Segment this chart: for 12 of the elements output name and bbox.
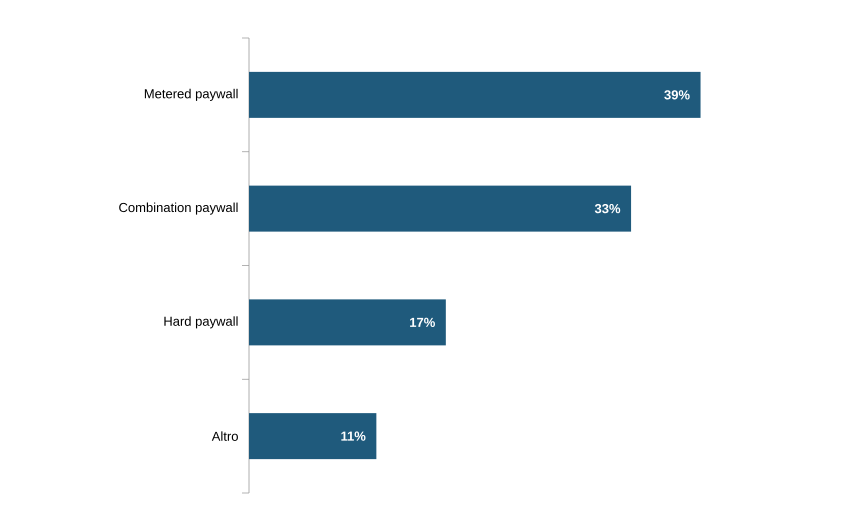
y-tick-label: Hard paywall (164, 316, 238, 328)
y-tick-label: Altro (212, 431, 238, 441)
data-label: 17% (410, 318, 435, 327)
bar (249, 413, 376, 460)
data-label: 33% (594, 204, 620, 214)
data-label: 11% (341, 432, 366, 441)
data-label: 39% (664, 90, 690, 100)
y-tick-label: Metered paywall (144, 88, 238, 101)
y-tick-label: Combination paywall (119, 202, 238, 215)
bar (249, 72, 701, 118)
bar (249, 186, 632, 232)
bar (249, 299, 446, 346)
